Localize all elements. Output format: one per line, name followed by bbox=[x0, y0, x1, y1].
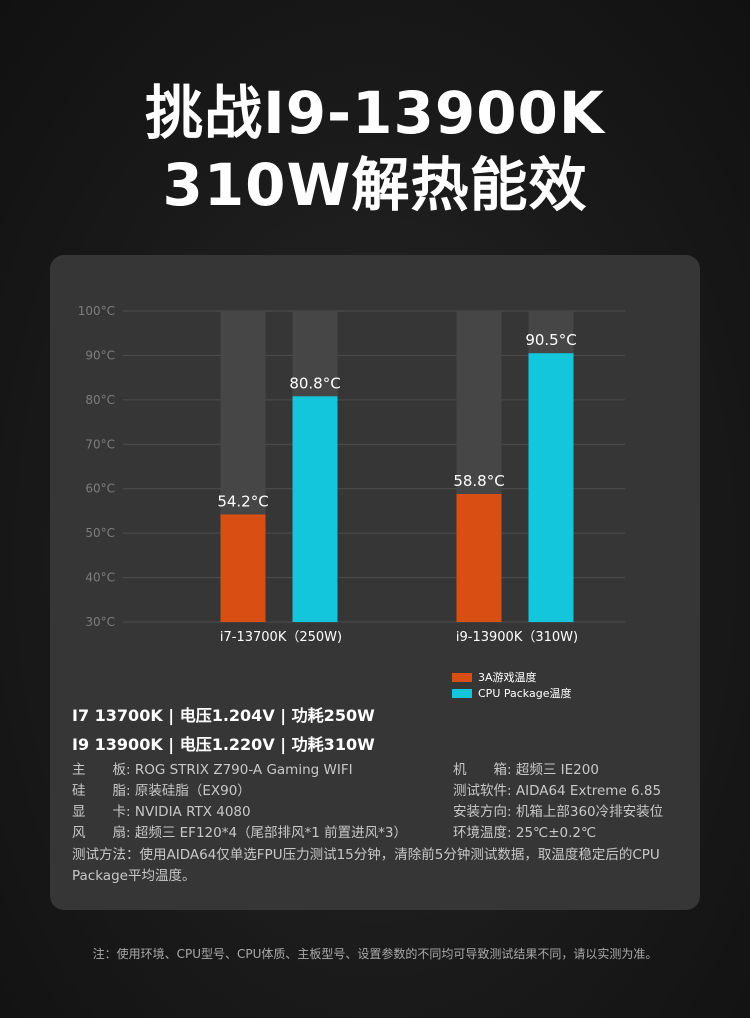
y-tick-label-40: 40°C bbox=[85, 571, 115, 585]
info-case: 机 箱: 超频三 IE200 bbox=[453, 760, 599, 781]
temperature-bar-chart: 100°C 90°C 80°C 70°C 60°C 50°C 40°C 30°C 54.2°C 8… bbox=[78, 304, 625, 645]
y-tick-label-80: 80°C bbox=[85, 393, 115, 407]
x-category-label-0: i7-13700K（250W) bbox=[220, 630, 342, 645]
legend-swatch-game bbox=[452, 672, 472, 682]
info-motherboard-value: ROG STRIX Z790-A Gaming WIFI bbox=[130, 762, 353, 778]
info-gpu-value: NVIDIA RTX 4080 bbox=[130, 804, 251, 820]
data-label-package-1: 90.5°C bbox=[525, 331, 576, 349]
x-category-label-1: i9-13900K（310W) bbox=[456, 630, 578, 645]
page-title-line1: 挑战I9-13900K bbox=[145, 79, 605, 147]
legend-item-package: CPU Package温度 bbox=[452, 685, 571, 701]
info-ambient-value: 25℃±0.2℃ bbox=[511, 825, 597, 841]
footnote: 注：使用环境、CPU型号、CPU体质、主板型号、设置参数的不同均可导致测试结果不… bbox=[92, 947, 658, 961]
chart-panel: 100°C 90°C 80°C 70°C 60°C 50°C 40°C 30°C 54.2°C 8… bbox=[50, 255, 700, 910]
info-motherboard-label: 主 板: bbox=[72, 762, 131, 778]
legend-swatch-package bbox=[452, 688, 472, 698]
legend-item-game: 3A游戏温度 bbox=[452, 669, 571, 685]
page-title-line2: 310W解热能效 bbox=[162, 151, 588, 219]
info-fan-label: 风 扇: bbox=[72, 825, 131, 841]
chart-legend: 3A游戏温度 CPU Package温度 bbox=[452, 669, 571, 701]
info-software-label: 测试软件: bbox=[453, 783, 512, 799]
bar-package-0 bbox=[292, 396, 338, 622]
info-paste: 硅 脂: 原装硅脂（EX90） bbox=[72, 781, 251, 802]
y-tick-label-70: 70°C bbox=[85, 437, 115, 451]
bar-game-1 bbox=[456, 494, 502, 622]
info-fan-value: 超频三 EF120*4（尾部排风*1 前置进风*3） bbox=[130, 825, 408, 841]
data-label-package-0: 80.8°C bbox=[289, 374, 340, 392]
info-ambient-label: 环境温度: bbox=[453, 825, 512, 841]
y-tick-label-60: 60°C bbox=[85, 482, 115, 496]
info-mount-value: 机箱上部360冷排安装位 bbox=[511, 804, 664, 820]
info-case-label: 机 箱: bbox=[453, 762, 512, 778]
info-motherboard: 主 板: ROG STRIX Z790-A Gaming WIFI bbox=[72, 760, 353, 781]
info-mount-label: 安装方向: bbox=[453, 804, 512, 820]
bar-package-1 bbox=[528, 353, 574, 622]
y-tick-label-90: 90°C bbox=[85, 348, 115, 362]
bar-game-0 bbox=[220, 514, 266, 622]
y-tick-label-100: 100°C bbox=[78, 304, 115, 318]
info-gpu-label: 显 卡: bbox=[72, 804, 131, 820]
y-tick-label-50: 50°C bbox=[85, 526, 115, 540]
info-mount: 安装方向: 机箱上部360冷排安装位 bbox=[453, 802, 663, 823]
info-gpu: 显 卡: NVIDIA RTX 4080 bbox=[72, 802, 251, 823]
info-paste-label: 硅 脂: bbox=[72, 783, 131, 799]
legend-label-package: CPU Package温度 bbox=[478, 687, 572, 700]
info-fan: 风 扇: 超频三 EF120*4（尾部排风*1 前置进风*3） bbox=[72, 823, 407, 844]
info-software-value: AIDA64 Extreme 6.85 bbox=[511, 783, 662, 799]
info-ambient: 环境温度: 25℃±0.2℃ bbox=[453, 823, 596, 844]
info-case-value: 超频三 IE200 bbox=[511, 762, 599, 778]
y-tick-label-30: 30°C bbox=[85, 615, 115, 629]
info-software: 测试软件: AIDA64 Extreme 6.85 bbox=[453, 781, 661, 802]
spec-line-i9: I9 13900K | 电压1.220V | 功耗310W bbox=[72, 735, 375, 754]
test-method-note: 测试方法：使用AIDA64仅单选FPU压力测试15分钟，清除前5分钟测试数据，取… bbox=[72, 847, 660, 884]
spec-line-i7: I7 13700K | 电压1.204V | 功耗250W bbox=[72, 706, 375, 725]
data-label-game-0: 54.2°C bbox=[217, 492, 268, 510]
legend-label-game: 3A游戏温度 bbox=[478, 671, 537, 684]
data-label-game-1: 58.8°C bbox=[453, 472, 504, 490]
info-paste-value: 原装硅脂（EX90） bbox=[130, 783, 251, 799]
